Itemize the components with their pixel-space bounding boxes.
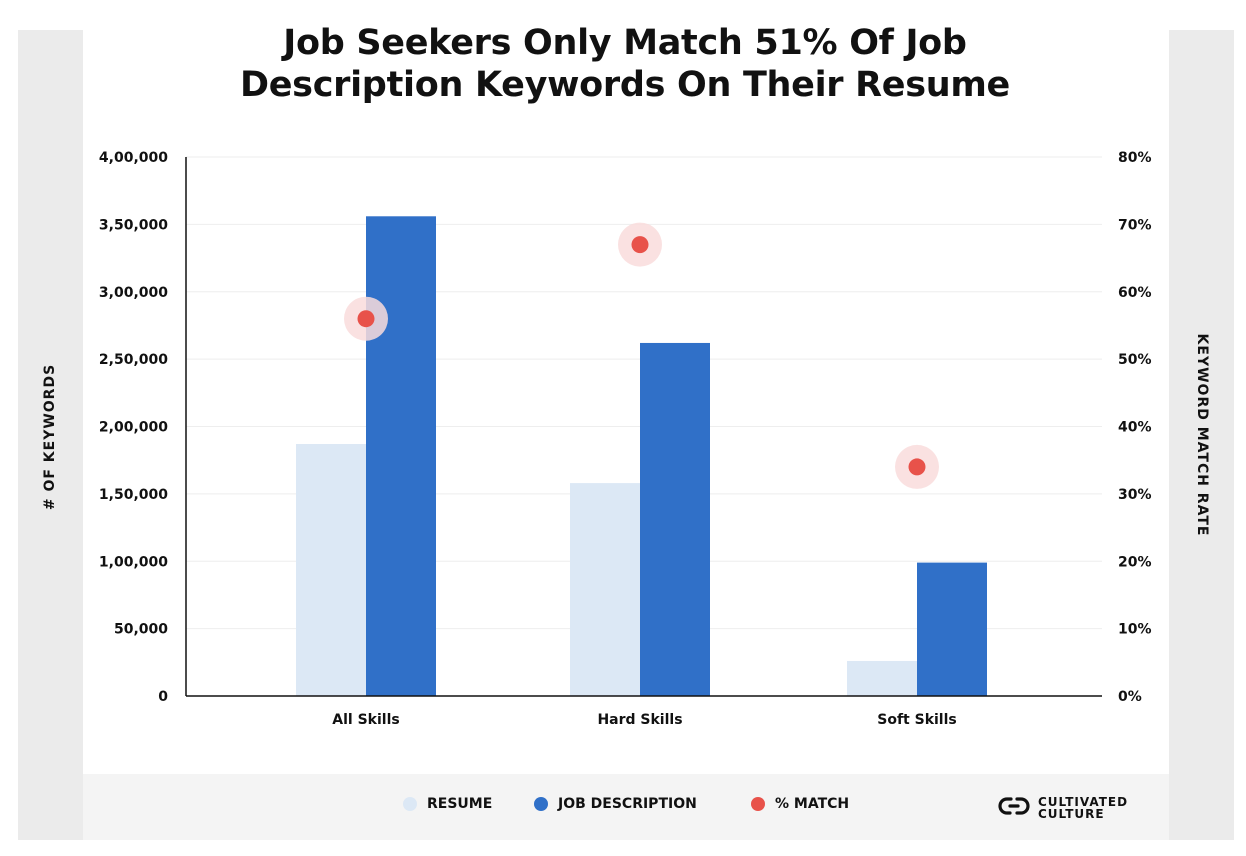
y-tick-label: 1,50,000 [99, 487, 168, 503]
legend-item-job-description: JOB DESCRIPTION [534, 796, 697, 812]
y2-tick-label: 70% [1118, 217, 1152, 233]
legend-item-match: % MATCH [751, 796, 849, 812]
logo-text-line-2: CULTURE [1038, 807, 1105, 821]
y2-tick-label: 40% [1118, 420, 1152, 436]
y-tick-label: 1,00,000 [99, 554, 168, 570]
bar-resume [296, 444, 366, 696]
chart-title-line-1: Job Seekers Only Match 51% Of Job [283, 23, 967, 63]
match-point [631, 236, 649, 254]
logo-text-line-1: CULTIVATED [1038, 795, 1129, 809]
match-point [357, 310, 375, 328]
left-side-panel [18, 30, 83, 840]
y2-tick-label: 20% [1118, 554, 1152, 570]
legend-dot-match-icon [751, 797, 765, 811]
y-tick-label: 4,00,000 [99, 150, 168, 166]
y2-tick-label: 50% [1118, 352, 1152, 368]
y-tick-label: 0 [158, 689, 168, 705]
x-tick-label: All Skills [332, 712, 399, 728]
bar-job-description [366, 216, 436, 697]
chart-title: Job Seekers Only Match 51% Of Job Descri… [160, 22, 1090, 106]
y-tick-label: 2,50,000 [99, 352, 168, 368]
legend-label-match: % MATCH [775, 796, 850, 812]
match-point [908, 458, 926, 476]
y2-tick-label: 30% [1118, 487, 1152, 503]
bar-resume [570, 483, 640, 696]
legend-item-resume: RESUME [403, 796, 492, 812]
legend-dot-resume-icon [403, 797, 417, 811]
right-side-panel [1169, 30, 1234, 840]
brand-logo: CULTIVATED CULTURE [998, 794, 1128, 822]
legend-footer [83, 774, 1169, 840]
y-tick-label: 2,00,000 [99, 420, 168, 436]
bar-job-description [917, 562, 987, 696]
y-tick-label: 3,50,000 [99, 217, 168, 233]
y2-tick-label: 0% [1118, 689, 1142, 705]
legend-dot-job-description-icon [534, 797, 548, 811]
y2-tick-label: 80% [1118, 150, 1152, 166]
y2-tick-label: 10% [1118, 622, 1152, 638]
bar-resume [847, 660, 917, 696]
chart-title-line-2: Description Keywords On Their Resume [239, 65, 1010, 105]
bar-job-description [640, 342, 710, 696]
legend-label-job-description: JOB DESCRIPTION [558, 796, 697, 812]
y2-tick-label: 60% [1118, 285, 1152, 301]
legend-label-resume: RESUME [427, 796, 493, 812]
x-tick-label: Hard Skills [597, 712, 682, 728]
y-tick-label: 3,00,000 [99, 285, 168, 301]
chain-link-icon [998, 794, 1030, 822]
x-tick-label: Soft Skills [877, 712, 956, 728]
y-tick-label: 50,000 [114, 622, 168, 638]
